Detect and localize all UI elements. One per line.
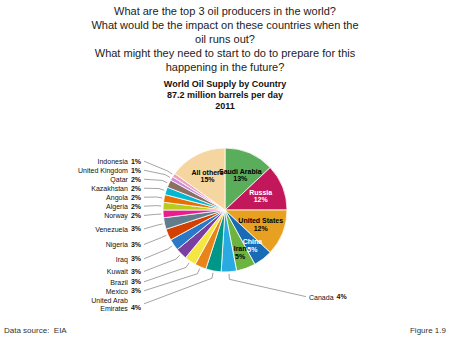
pie-slice [163, 210, 225, 218]
data-label: 1% [131, 158, 142, 165]
data-label: 3% [131, 225, 142, 232]
data-label: 2% [131, 212, 142, 219]
leader-line [144, 224, 163, 229]
slice-label-line: All others [191, 168, 223, 175]
leader-line [144, 170, 170, 177]
leader-line [144, 205, 161, 207]
slice-label-line: Emirates [100, 304, 128, 311]
slice-label-line: Iran [234, 245, 247, 252]
slice-label-line: Qatar [110, 176, 128, 184]
slice-label-line: United Kingdom [78, 167, 128, 175]
data-label: 15% [201, 176, 216, 183]
data-label: 13% [233, 175, 248, 182]
header-text-line: What would be the impact on these countr… [91, 19, 358, 31]
data-label: 3% [131, 241, 142, 248]
slice-label: Iraq [116, 255, 128, 263]
slice-label: Saudi Arabia [219, 167, 262, 174]
leader-line [144, 246, 172, 259]
slice-label: Canada [309, 293, 334, 300]
leader-line [144, 214, 161, 215]
slice-label-line: Iraq [116, 255, 128, 263]
data-label: 1% [131, 167, 142, 174]
leader-line [144, 197, 162, 198]
title-line: 2011 [215, 101, 235, 111]
data-label: 3% [131, 287, 142, 294]
header-text-line: What are the top 3 oil producers in the … [114, 5, 336, 17]
data-label: 3% [131, 255, 142, 262]
title-line: 87.2 million barrels per day [167, 90, 283, 100]
slice-label: Algeria [106, 203, 128, 211]
chart: What are the top 3 oil producers in the … [0, 0, 450, 338]
data-label: 5% [235, 253, 246, 260]
pie-slice [175, 148, 225, 210]
slice-label-line: Indonesia [98, 158, 128, 165]
data-label: 12% [254, 196, 269, 203]
slice-label-line: United States [238, 217, 283, 224]
labels: 13%12%12%5%5%15%Canada4%1%Indonesia1%Uni… [78, 158, 347, 312]
leader-line [144, 161, 172, 174]
slice-label-line: Kuwait [107, 268, 128, 275]
slice-label: Angola [106, 194, 128, 202]
slice-label-line: Algeria [106, 203, 128, 211]
leader-line [144, 179, 167, 183]
leader-line [229, 274, 306, 297]
leader-line [144, 263, 189, 282]
slice-label: Qatar [110, 176, 128, 184]
slice-label-line: Saudi Arabia [219, 167, 262, 174]
leader-line [144, 188, 164, 190]
slice-label-line: Kazakhstan [91, 185, 128, 192]
slice-label-line: Angola [106, 194, 128, 202]
data-label: 4% [337, 293, 348, 300]
title: World Oil Supply by Country87.2 million … [164, 79, 286, 111]
header-text-line: happening in the future? [166, 61, 285, 73]
title-line: World Oil Supply by Country [164, 79, 286, 89]
slice-label: Norway [104, 212, 128, 220]
slice-label-line: Mexico [106, 287, 128, 294]
slice-label: United States [238, 217, 283, 224]
slice-label-line: Venezuela [95, 225, 128, 232]
slice-label-line: Brazil [110, 278, 128, 285]
header-text-line: oil runs out? [195, 33, 255, 45]
slice-label: Nigeria [106, 241, 128, 249]
data-label: 5% [247, 246, 258, 253]
header-text-line: What might they need to start to do to p… [95, 47, 356, 59]
data-label: 2% [131, 194, 142, 201]
data-label: 2% [131, 203, 142, 210]
data-label: 12% [254, 225, 269, 232]
footer-right: Figure 1.9 [410, 326, 447, 335]
slice-label: Indonesia [98, 158, 128, 165]
slice-label: Russia [249, 188, 272, 195]
slice-label-line: United Arab [91, 296, 128, 303]
slice-label: All others [191, 168, 223, 175]
slice-label: Kuwait [107, 268, 128, 275]
slice-label: Venezuela [95, 225, 128, 232]
data-label: 2% [131, 176, 142, 183]
leader-line [144, 269, 200, 291]
footer-left: Data source: EIA [4, 326, 67, 335]
leader-line [144, 273, 213, 304]
data-label: 2% [131, 185, 142, 192]
slice-label-line: Canada [309, 293, 334, 300]
data-label: 3% [131, 268, 142, 275]
slice-label-line: Nigeria [106, 241, 128, 249]
slice-label-line: Norway [104, 212, 128, 220]
header-text: What are the top 3 oil producers in the … [91, 5, 358, 73]
data-label: 3% [131, 278, 142, 285]
slice-label: United ArabEmirates [91, 296, 128, 311]
slice-label-line: Russia [249, 188, 272, 195]
leader-line [144, 255, 180, 271]
slice-label: Iran [234, 245, 247, 252]
slice-label: United Kingdom [78, 167, 128, 175]
data-label: 4% [131, 304, 142, 311]
pie-slice [163, 210, 225, 229]
slices [163, 148, 287, 272]
slice-label: Brazil [110, 278, 128, 285]
leader-line [144, 235, 166, 244]
slice-label: Kazakhstan [91, 185, 128, 192]
slice-label: Mexico [106, 287, 128, 294]
